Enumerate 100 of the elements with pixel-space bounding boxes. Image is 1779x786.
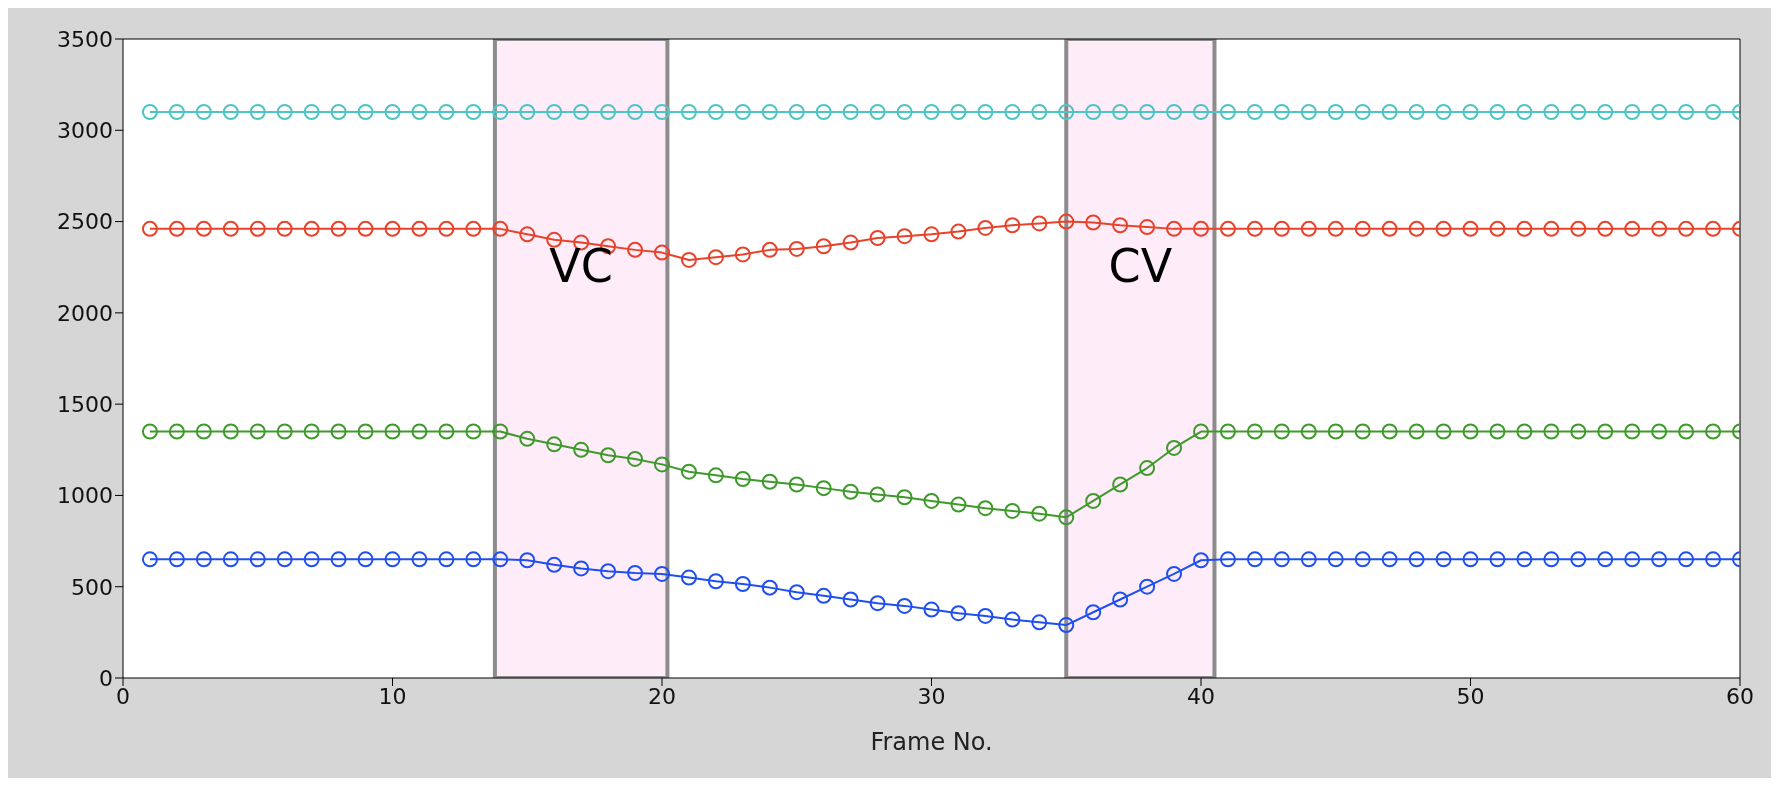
y-tick-label: 1500 bbox=[57, 391, 113, 417]
point bbox=[1085, 492, 1102, 509]
y-tick-label: 500 bbox=[71, 574, 113, 600]
x-tick-label: 50 bbox=[1456, 683, 1485, 709]
point bbox=[842, 104, 859, 121]
point bbox=[1246, 423, 1263, 440]
point bbox=[1112, 591, 1129, 608]
point bbox=[1651, 104, 1668, 121]
point bbox=[1327, 551, 1344, 568]
point bbox=[1300, 551, 1317, 568]
point bbox=[923, 601, 940, 618]
point bbox=[923, 104, 940, 121]
y-tick-label: 3000 bbox=[57, 118, 113, 144]
point bbox=[303, 551, 320, 568]
x-tick-label: 0 bbox=[116, 683, 130, 709]
point bbox=[438, 104, 455, 121]
point bbox=[654, 456, 670, 473]
point bbox=[627, 450, 644, 467]
point bbox=[1354, 220, 1371, 237]
point bbox=[1193, 423, 1209, 440]
point bbox=[977, 607, 994, 624]
point bbox=[168, 104, 185, 121]
point bbox=[600, 447, 617, 464]
point bbox=[1705, 423, 1722, 440]
point bbox=[1327, 104, 1344, 121]
point bbox=[1273, 423, 1290, 440]
point bbox=[249, 423, 266, 440]
point bbox=[842, 483, 859, 500]
point bbox=[1085, 104, 1102, 121]
x-tick-label: 40 bbox=[1187, 683, 1215, 709]
point bbox=[1058, 509, 1075, 526]
point bbox=[1543, 104, 1560, 121]
point bbox=[1004, 611, 1021, 628]
point bbox=[141, 551, 158, 568]
point bbox=[896, 104, 913, 121]
point bbox=[1058, 617, 1075, 634]
point bbox=[195, 220, 212, 237]
x-tick-label: 10 bbox=[378, 683, 407, 709]
point bbox=[1354, 551, 1371, 568]
point bbox=[141, 220, 158, 237]
point bbox=[1516, 220, 1533, 237]
point bbox=[1570, 423, 1587, 440]
point bbox=[1246, 551, 1263, 568]
point bbox=[546, 231, 563, 248]
point bbox=[1435, 220, 1452, 237]
point bbox=[869, 104, 886, 121]
point bbox=[411, 104, 428, 121]
point bbox=[330, 220, 347, 237]
point bbox=[761, 579, 778, 596]
point bbox=[546, 104, 563, 121]
point bbox=[977, 500, 994, 517]
point bbox=[1273, 551, 1290, 568]
y-tick-label: 2500 bbox=[57, 209, 113, 235]
point bbox=[438, 551, 455, 568]
point bbox=[1139, 219, 1156, 236]
point bbox=[1624, 220, 1641, 237]
point bbox=[1489, 423, 1506, 440]
point bbox=[195, 423, 212, 440]
point bbox=[492, 551, 509, 568]
point bbox=[1624, 104, 1641, 121]
point bbox=[1705, 104, 1722, 121]
point bbox=[734, 246, 751, 263]
point bbox=[1219, 220, 1236, 237]
point bbox=[411, 423, 428, 440]
point bbox=[276, 423, 293, 440]
point bbox=[950, 104, 967, 121]
point bbox=[1651, 423, 1668, 440]
point bbox=[680, 104, 697, 121]
point bbox=[1166, 439, 1183, 456]
point bbox=[222, 551, 239, 568]
point bbox=[303, 220, 320, 237]
y-tick-label: 2000 bbox=[57, 300, 113, 326]
point bbox=[519, 104, 536, 121]
point bbox=[842, 234, 859, 251]
point bbox=[815, 238, 832, 255]
point bbox=[1166, 104, 1183, 121]
point bbox=[1570, 551, 1587, 568]
point bbox=[1354, 104, 1371, 121]
point bbox=[1058, 104, 1075, 121]
point bbox=[438, 220, 455, 237]
point bbox=[222, 220, 239, 237]
point bbox=[519, 430, 536, 447]
point bbox=[1031, 104, 1048, 121]
point bbox=[1462, 423, 1479, 440]
point bbox=[249, 551, 266, 568]
point bbox=[573, 104, 590, 121]
point bbox=[734, 104, 751, 121]
point bbox=[627, 104, 644, 121]
point bbox=[168, 220, 185, 237]
point bbox=[195, 104, 212, 121]
point bbox=[1678, 104, 1695, 121]
point bbox=[1381, 220, 1398, 237]
point bbox=[519, 226, 536, 243]
point bbox=[950, 496, 967, 513]
point bbox=[1246, 104, 1263, 121]
point bbox=[1193, 104, 1209, 121]
point bbox=[1435, 423, 1452, 440]
point bbox=[465, 551, 482, 568]
point bbox=[761, 104, 778, 121]
point bbox=[896, 489, 913, 506]
